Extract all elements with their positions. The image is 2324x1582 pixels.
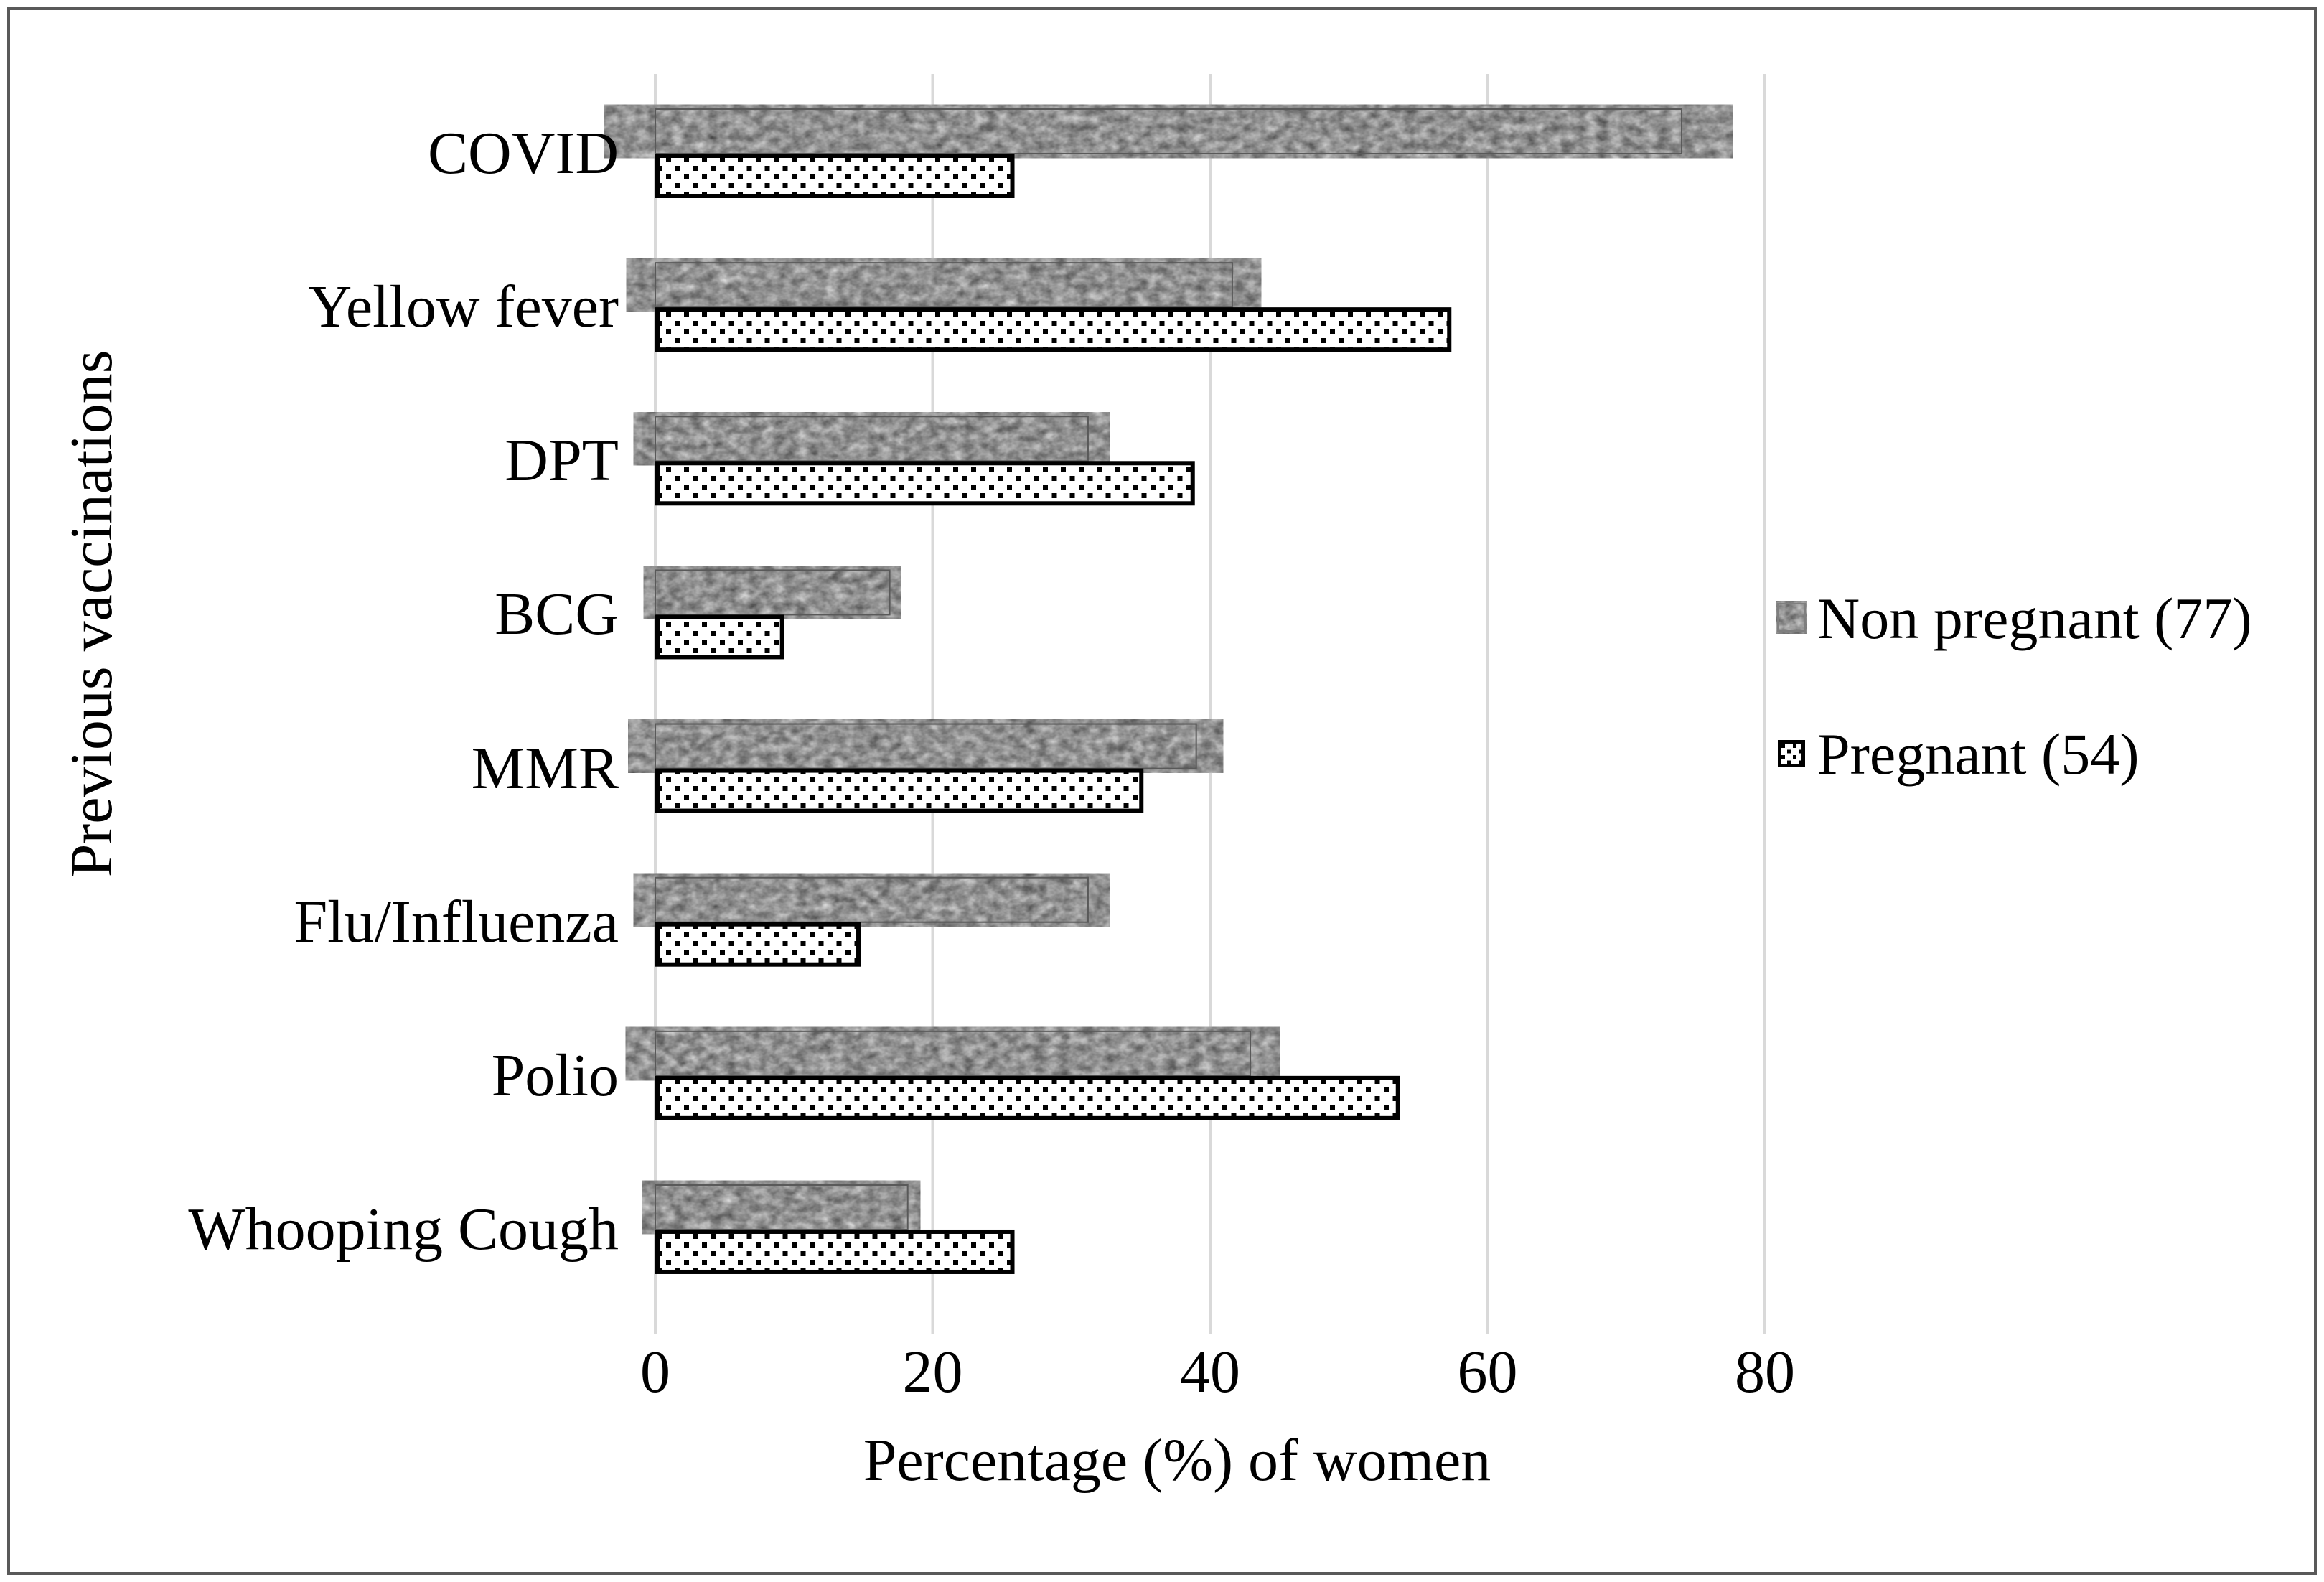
non-pregnant-swatch-icon: [1777, 603, 1806, 632]
x-tick-label-80: 80: [1735, 1339, 1795, 1405]
bar-non-pregnant-0: [655, 108, 1683, 154]
bar-pregnant-5: [655, 922, 861, 967]
bars: [655, 108, 1683, 1274]
x-tick-label-60: 60: [1457, 1339, 1518, 1405]
category-label-6: Polio: [491, 1042, 619, 1109]
pregnant-swatch-icon: [1778, 740, 1805, 767]
legend-item-non-pregnant: Non pregnant (77): [1817, 586, 2252, 651]
bar-pregnant-2: [655, 461, 1195, 506]
legend-item-pregnant: Pregnant (54): [1817, 721, 2140, 787]
x-axis-title: Percentage (%) of women: [863, 1427, 1491, 1494]
category-label-0: COVID: [428, 120, 619, 187]
figure-border: [7, 7, 2317, 1575]
x-tick-label-40: 40: [1180, 1339, 1240, 1405]
bar-pregnant-4: [655, 768, 1144, 813]
bar-pregnant-6: [655, 1075, 1400, 1120]
category-label-7: Whooping Cough: [188, 1195, 619, 1263]
x-tick-label-0: 0: [640, 1339, 670, 1405]
bar-pregnant-7: [655, 1229, 1015, 1274]
category-label-1: Yellow fever: [308, 273, 619, 341]
category-label-3: BCG: [495, 581, 619, 648]
bar-non-pregnant-5: [655, 876, 1089, 923]
x-tick-label-20: 20: [902, 1339, 963, 1405]
category-label-2: DPT: [505, 427, 619, 495]
category-label-5: Flu/Influenza: [294, 888, 619, 955]
bar-pregnant-0: [655, 154, 1015, 198]
bar-pregnant-1: [655, 307, 1452, 352]
bar-pregnant-3: [655, 614, 784, 660]
category-label-4: MMR: [471, 734, 619, 802]
